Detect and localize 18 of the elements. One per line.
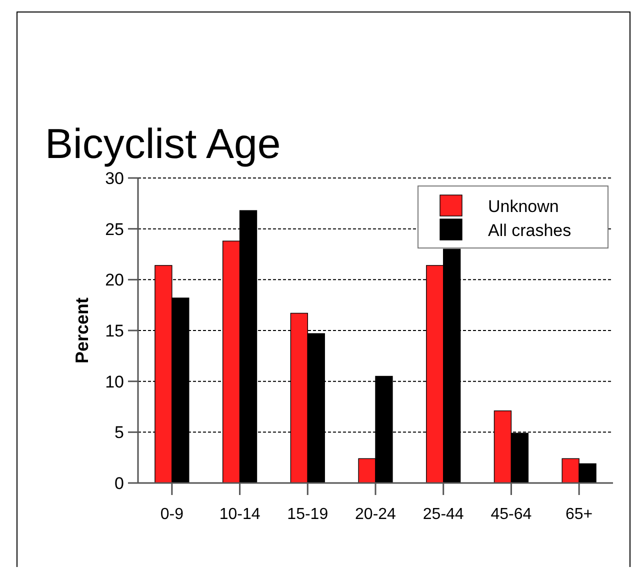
y-tick-label: 15 (105, 321, 124, 340)
y-tick-label: 30 (105, 168, 124, 188)
x-tick-label: 20-24 (355, 506, 396, 523)
x-tick-label: 0-9 (160, 506, 184, 523)
x-tick-label: 45-64 (490, 506, 532, 523)
y-tick-label: 10 (105, 372, 124, 392)
x-tick-label: 15-19 (287, 506, 328, 523)
y-tick-label: 0 (114, 474, 124, 493)
legend-label: All crashes (488, 220, 572, 240)
legend-label: Unknown (488, 196, 559, 216)
y-axis-title: Percent (72, 297, 92, 364)
x-tick-label: 65+ (566, 506, 593, 523)
x-tick-label: 25-44 (422, 506, 464, 523)
y-tick-label: 20 (105, 270, 124, 290)
chart-title: Bicyclist Age (45, 120, 281, 167)
y-tick-label: 25 (105, 220, 124, 239)
y-tick-label: 5 (114, 423, 124, 442)
x-tick-label: 10-14 (219, 506, 260, 523)
